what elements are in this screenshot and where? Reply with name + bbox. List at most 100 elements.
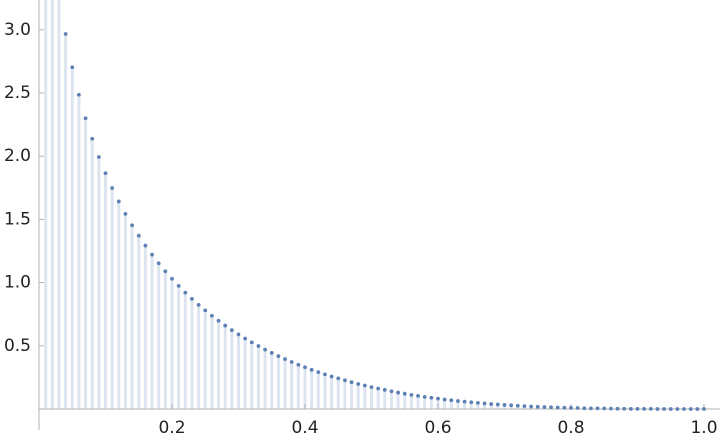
point xyxy=(116,199,121,204)
point xyxy=(136,233,141,238)
point xyxy=(296,362,301,367)
point xyxy=(589,406,593,411)
point xyxy=(316,370,321,374)
y-tick-label: 2.0 xyxy=(4,146,31,166)
point xyxy=(309,367,314,372)
point xyxy=(609,406,613,411)
point xyxy=(575,406,580,410)
point xyxy=(216,318,221,323)
point xyxy=(422,394,427,399)
point xyxy=(482,401,487,406)
point xyxy=(229,328,234,333)
point xyxy=(90,136,95,141)
point xyxy=(362,383,367,388)
point xyxy=(662,407,666,411)
point xyxy=(462,399,467,404)
point xyxy=(416,393,420,398)
point xyxy=(143,243,148,248)
point xyxy=(702,407,706,411)
point xyxy=(449,398,454,403)
point xyxy=(263,347,267,352)
point xyxy=(555,405,560,410)
point xyxy=(628,406,633,411)
point xyxy=(615,406,620,411)
point xyxy=(522,404,527,408)
point xyxy=(509,403,514,408)
point xyxy=(276,354,281,359)
point xyxy=(289,360,294,364)
point xyxy=(402,391,407,396)
point xyxy=(103,171,108,176)
point xyxy=(336,376,341,381)
axes xyxy=(38,0,720,430)
point xyxy=(269,350,274,355)
point xyxy=(223,323,228,328)
point xyxy=(535,404,540,409)
point xyxy=(170,276,174,281)
x-tick-label: 0.8 xyxy=(557,418,584,438)
y-tick-label: 0.5 xyxy=(4,336,31,356)
point xyxy=(183,290,188,295)
stems xyxy=(44,0,653,409)
point xyxy=(476,401,480,405)
point xyxy=(343,378,347,383)
point xyxy=(156,261,161,266)
x-tick-label: 0.2 xyxy=(158,418,185,438)
y-tick-label: 3.0 xyxy=(4,20,31,40)
point xyxy=(442,397,447,402)
point xyxy=(409,392,414,397)
point xyxy=(196,302,201,307)
labels: 0.5 1.0 1.5 2.0 2.5 3.0 0.2 0.4 0.6 0.8 1.0 xyxy=(4,20,718,438)
point xyxy=(515,403,520,408)
point xyxy=(396,390,400,395)
x-tick-label: 1.0 xyxy=(690,418,717,438)
point xyxy=(369,385,374,390)
point xyxy=(582,406,587,411)
point xyxy=(83,116,88,121)
point xyxy=(436,396,440,401)
point xyxy=(382,388,387,392)
point xyxy=(469,400,474,405)
x-tick-label: 0.6 xyxy=(424,418,451,438)
point xyxy=(96,155,101,159)
point xyxy=(376,386,381,391)
point xyxy=(529,404,533,409)
point xyxy=(236,332,241,337)
point xyxy=(243,336,248,341)
point xyxy=(329,374,334,379)
point xyxy=(688,407,693,411)
point xyxy=(562,405,567,410)
point xyxy=(303,365,307,370)
point xyxy=(675,407,680,411)
point xyxy=(595,406,600,411)
point xyxy=(70,65,75,70)
point xyxy=(110,186,115,190)
point xyxy=(356,382,361,386)
point xyxy=(249,340,254,345)
y-tick-label: 1.5 xyxy=(4,209,31,229)
point xyxy=(190,297,194,301)
point xyxy=(130,223,135,228)
point xyxy=(389,389,394,394)
point xyxy=(210,313,214,318)
point xyxy=(256,344,261,348)
x-tick-label: 0.4 xyxy=(291,418,318,438)
point xyxy=(429,395,434,400)
point xyxy=(602,406,607,411)
point xyxy=(77,92,81,97)
point xyxy=(642,406,647,411)
point xyxy=(635,406,640,411)
point xyxy=(176,283,181,288)
point xyxy=(655,407,660,411)
y-tick-label: 2.5 xyxy=(4,83,31,103)
point xyxy=(682,407,686,411)
y-tick-label: 1.0 xyxy=(4,273,31,293)
point xyxy=(323,372,327,377)
point xyxy=(622,406,627,411)
point xyxy=(489,402,494,406)
point xyxy=(163,269,168,274)
point xyxy=(502,403,507,407)
point xyxy=(283,357,287,361)
